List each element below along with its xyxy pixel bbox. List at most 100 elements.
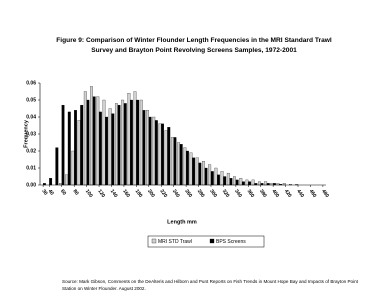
bar [111, 113, 115, 186]
bar [83, 91, 87, 186]
bar [74, 110, 77, 186]
bar [98, 111, 102, 186]
legend-swatch [151, 238, 157, 244]
bar [183, 147, 187, 186]
bar [170, 137, 174, 186]
bar [133, 91, 137, 186]
x-axis-label: Length mm [167, 219, 197, 225]
x-tick-label: 200 [146, 188, 156, 198]
legend-label: BPS Screens [216, 239, 246, 245]
x-tick-label: 260 [183, 188, 193, 198]
bar [136, 99, 140, 186]
bar [223, 176, 227, 186]
bar [67, 111, 71, 186]
bar [86, 99, 90, 186]
bar [233, 176, 236, 186]
bar [55, 147, 59, 186]
x-tick-label: 480 [320, 188, 330, 198]
x-tick-label: 80 [71, 188, 79, 196]
bar [114, 103, 118, 186]
bar [177, 142, 181, 186]
x-tick-label: 220 [159, 188, 169, 198]
bar [208, 164, 212, 186]
bar [61, 104, 65, 186]
x-tick-label: 240 [171, 188, 181, 198]
bar [239, 178, 243, 186]
x-tick-label: 420 [283, 188, 293, 198]
y-tick-label: 0.04 [26, 114, 36, 120]
bar [96, 96, 100, 186]
bar [146, 110, 149, 186]
bar [108, 108, 112, 186]
bar [264, 181, 268, 186]
x-tick-label: 140 [109, 188, 119, 198]
bar [179, 144, 183, 186]
bar [257, 181, 261, 186]
y-axis-label: Frequency [23, 119, 29, 148]
bar [214, 167, 218, 186]
x-tick-label: 320 [221, 188, 231, 198]
bar [185, 150, 189, 186]
x-tick-label: 440 [295, 188, 305, 198]
x-tick-label: 100 [84, 188, 94, 198]
source-note: Source: Mark Gibson, Comments on the DeA… [62, 279, 359, 284]
x-tick-label: 180 [134, 188, 144, 198]
chart-subtitle: Survey and Brayton Point Revolving Scree… [91, 47, 297, 54]
bar [152, 116, 156, 186]
x-tick-label: 460 [308, 188, 318, 198]
bar [248, 181, 252, 186]
bar [90, 86, 93, 186]
x-tick-label: 60 [59, 188, 67, 196]
bar [49, 178, 53, 186]
x-tick-label: 340 [233, 188, 243, 198]
bar [198, 162, 202, 186]
x-tick-label: 380 [258, 188, 268, 198]
bar [130, 99, 133, 186]
y-tick-label: 0.06 [26, 80, 36, 86]
bar [245, 179, 249, 186]
bar [92, 96, 96, 186]
bar [161, 123, 164, 186]
bar [123, 103, 127, 186]
legend-swatch [209, 238, 215, 244]
bar [154, 120, 158, 186]
bar [202, 161, 205, 186]
bar [148, 116, 152, 186]
bar [139, 99, 143, 186]
x-tick-label: 300 [208, 188, 218, 198]
bar [142, 110, 146, 186]
bar [220, 171, 224, 186]
y-tick-label: 0.03 [26, 131, 36, 137]
x-tick-label: 120 [96, 188, 106, 198]
bar [251, 179, 255, 186]
y-tick-label: 0.01 [26, 165, 36, 171]
bar [121, 99, 125, 186]
bar [195, 157, 199, 186]
bar [217, 174, 220, 186]
x-tick-label: 360 [246, 188, 256, 198]
y-tick-label: 0.05 [26, 97, 36, 103]
bar [210, 171, 214, 186]
bar [71, 150, 75, 186]
chart-title: Figure 9: Comparison of Winter Flounder … [56, 37, 332, 44]
bar [105, 116, 109, 186]
bar [204, 167, 208, 186]
bar [158, 123, 162, 186]
bar [102, 99, 106, 186]
bar [80, 104, 84, 186]
bar [226, 172, 230, 186]
bar [65, 174, 69, 186]
bar [164, 130, 168, 186]
bar [167, 127, 171, 186]
x-tick-label: 160 [121, 188, 131, 198]
source-note: Station on Winter Flounder. August 2002. [62, 286, 146, 291]
bar [229, 178, 233, 186]
x-tick-label: 40 [47, 188, 55, 196]
y-tick-label: 0.02 [26, 148, 36, 154]
bar [192, 157, 196, 186]
bar [127, 93, 131, 186]
bar [235, 179, 239, 186]
x-tick-label: 280 [196, 188, 206, 198]
bar [173, 137, 177, 186]
y-tick-label: 0.00 [26, 182, 36, 188]
